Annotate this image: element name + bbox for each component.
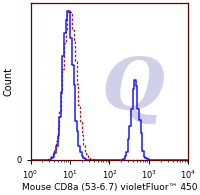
Y-axis label: Count: Count (3, 67, 13, 96)
X-axis label: Mouse CD8a (53-6.7) violetFluor™ 450: Mouse CD8a (53-6.7) violetFluor™ 450 (22, 183, 197, 191)
Text: Q: Q (102, 54, 165, 125)
